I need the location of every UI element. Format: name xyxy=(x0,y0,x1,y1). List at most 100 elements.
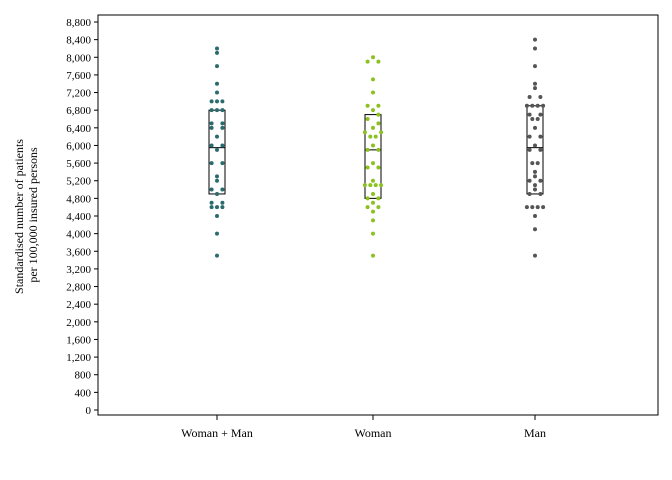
data-point xyxy=(371,90,375,95)
y-tick-label: 4,800 xyxy=(66,193,91,205)
data-point xyxy=(524,103,529,108)
data-point xyxy=(365,165,370,170)
data-point xyxy=(535,103,540,108)
data-point xyxy=(533,253,537,258)
data-point xyxy=(215,174,219,179)
data-point xyxy=(538,94,543,99)
data-point xyxy=(533,143,537,148)
data-point xyxy=(371,231,375,236)
data-point xyxy=(371,161,375,166)
data-point xyxy=(215,147,219,152)
data-point xyxy=(209,108,214,113)
data-point xyxy=(533,214,537,218)
data-point xyxy=(209,205,214,210)
data-point xyxy=(527,94,532,99)
box-iqr xyxy=(364,114,382,199)
data-point xyxy=(209,143,214,148)
data-point xyxy=(533,81,537,86)
y-tick-label: 400 xyxy=(75,387,92,399)
data-point xyxy=(533,227,537,232)
x-axis: Woman + Man Woman Man xyxy=(181,415,546,440)
data-point xyxy=(538,112,543,117)
data-point xyxy=(371,108,375,113)
data-point xyxy=(530,161,535,166)
data-point xyxy=(533,174,537,179)
data-point xyxy=(371,55,375,60)
data-point xyxy=(379,183,384,188)
data-point xyxy=(215,178,219,183)
data-point xyxy=(215,205,219,210)
data-point xyxy=(215,50,219,55)
points-layer xyxy=(209,37,546,258)
data-point xyxy=(538,134,543,139)
data-point xyxy=(368,183,373,188)
data-point xyxy=(379,130,384,135)
y-tick-label: 6,800 xyxy=(66,105,91,117)
data-point xyxy=(371,191,375,196)
data-point xyxy=(371,143,375,148)
y-axis-title-line-2: per 100,000 insured persons xyxy=(26,147,40,283)
data-point xyxy=(209,121,214,126)
data-point xyxy=(527,134,532,139)
data-point xyxy=(365,205,370,210)
data-point xyxy=(538,191,543,196)
data-point xyxy=(362,130,367,135)
data-point xyxy=(215,231,219,236)
data-point xyxy=(365,147,370,152)
data-point xyxy=(533,46,537,51)
data-point xyxy=(371,200,375,205)
y-tick-label: 4,000 xyxy=(66,229,91,241)
y-tick-label: 3,200 xyxy=(66,264,91,276)
data-point xyxy=(527,178,532,183)
data-point xyxy=(362,183,367,188)
data-point xyxy=(215,90,219,95)
y-axis: 0 400 800 1,200 1,600 2,000 2,400 2,800 3,200 3,6… xyxy=(66,17,98,417)
data-point xyxy=(215,191,219,196)
y-tick-label: 6,400 xyxy=(66,123,91,135)
data-point xyxy=(368,134,373,139)
data-point xyxy=(215,64,219,69)
data-point xyxy=(530,205,535,210)
box-iqr xyxy=(526,105,544,195)
data-point xyxy=(538,178,543,183)
data-point xyxy=(376,112,381,117)
data-point xyxy=(371,178,375,183)
data-point xyxy=(215,81,219,86)
data-point xyxy=(215,134,219,139)
data-point xyxy=(371,253,375,258)
data-point xyxy=(220,99,225,104)
data-point xyxy=(215,253,219,258)
data-point xyxy=(373,183,378,188)
data-point xyxy=(371,125,375,130)
data-point xyxy=(209,125,214,130)
data-point xyxy=(533,169,537,174)
data-point xyxy=(376,205,381,210)
data-point xyxy=(209,99,214,104)
y-tick-label: 1,200 xyxy=(66,352,91,364)
data-point xyxy=(527,191,532,196)
data-point xyxy=(535,205,540,210)
data-point xyxy=(365,103,370,108)
data-point xyxy=(530,117,535,121)
data-point xyxy=(215,108,219,113)
y-tick-label: 2,000 xyxy=(66,317,91,329)
data-point xyxy=(533,187,537,192)
data-point xyxy=(533,183,537,188)
data-point xyxy=(524,205,529,210)
y-tick-label: 5,200 xyxy=(66,176,91,188)
data-point xyxy=(527,112,532,117)
data-point xyxy=(371,218,375,223)
data-point xyxy=(365,59,370,64)
data-point xyxy=(209,200,214,205)
y-tick-label: 8,000 xyxy=(66,52,91,64)
data-point xyxy=(535,117,540,121)
y-tick-label: 6,000 xyxy=(66,140,91,152)
data-point xyxy=(365,117,370,121)
x-category-label: Woman xyxy=(354,426,391,440)
data-point xyxy=(541,205,546,210)
data-point xyxy=(220,143,225,148)
y-tick-label: 3,600 xyxy=(66,246,91,258)
data-point xyxy=(215,46,219,51)
data-point xyxy=(371,77,375,82)
